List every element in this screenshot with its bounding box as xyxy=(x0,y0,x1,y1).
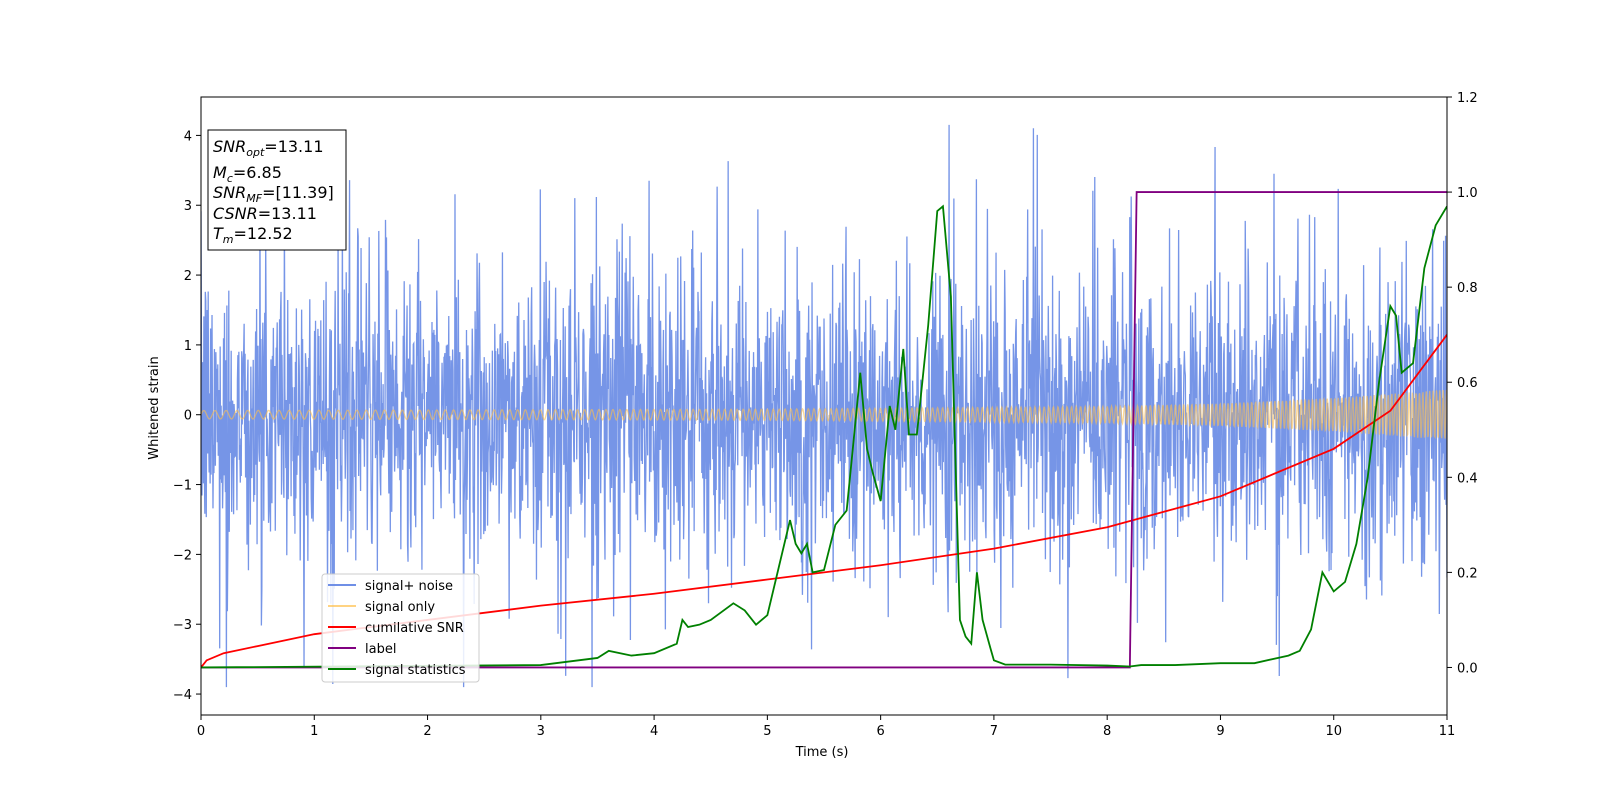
y-right-tick-label: 0.4 xyxy=(1457,471,1478,486)
y-right-tick-label: 0.0 xyxy=(1457,661,1478,676)
x-tick-label: 10 xyxy=(1325,724,1342,739)
annotation-tm-base: T xyxy=(213,224,224,243)
x-tick-label: 1 xyxy=(310,724,318,739)
annotation-snr-mf-value: =[11.39] xyxy=(262,183,334,202)
series-cumulative-snr-line xyxy=(201,334,1447,669)
y-right-tick-label: 0.2 xyxy=(1457,566,1478,581)
y-tick-label: −2 xyxy=(173,548,192,563)
annotation-csnr: CSNR=13.11 xyxy=(213,204,317,223)
y-tick-label: −1 xyxy=(173,479,192,494)
x-tick-label: 7 xyxy=(990,724,998,739)
annotation-mc-base: M xyxy=(213,163,227,182)
series-signal-only-line xyxy=(201,389,1447,440)
legend-frame xyxy=(321,573,480,683)
x-tick-label: 8 xyxy=(1103,724,1111,739)
axes-frame xyxy=(200,96,1448,716)
x-tick-label: 9 xyxy=(1216,724,1224,739)
x-tick-label: 3 xyxy=(537,724,545,739)
y-tick-label: 2 xyxy=(184,269,192,284)
y-right-tick-label: 0.6 xyxy=(1457,376,1478,391)
x-tick-label: 5 xyxy=(763,724,771,739)
y-right-tick-label: 0.8 xyxy=(1457,281,1478,296)
y-axis-label: Whitened strain xyxy=(147,356,162,459)
x-tick-label: 2 xyxy=(423,724,431,739)
annotation-mc: Mc=6.85 xyxy=(213,163,282,185)
x-tick-label: 0 xyxy=(197,724,205,739)
y-tick-label: 3 xyxy=(184,199,192,214)
annotation-box: SNRopt=13.11 Mc=6.85 SNRMF=[11.39] CSNR=… xyxy=(207,129,347,251)
legend-label-label: label xyxy=(365,642,396,657)
annotation-csnr-value: =13.11 xyxy=(258,204,317,223)
axes: 0 1 2 3 4 5 6 7 8 9 10 1143210−1−2−3−41.21.00.80.60… xyxy=(173,91,1478,739)
plot-content xyxy=(201,124,1447,688)
y-right-tick-label: 1.0 xyxy=(1457,186,1478,201)
annotation-snr-opt: SNRopt=13.11 xyxy=(213,137,324,159)
annotation-snr-opt-base: SNR xyxy=(213,137,246,156)
annotation-mc-sub: c xyxy=(227,172,233,185)
y-right-tick-label: 1.2 xyxy=(1457,91,1478,106)
y-tick-label: 1 xyxy=(184,339,192,354)
annotation-snr-mf-sub: MF xyxy=(246,192,262,205)
x-tick-label: 4 xyxy=(650,724,658,739)
annotation-tm: Tm=12.52 xyxy=(213,224,293,246)
plot-area xyxy=(201,124,1447,688)
y-tick-label: 0 xyxy=(184,409,192,424)
annotation-tm-sub: m xyxy=(223,233,234,246)
legend-label-cumulative-snr: cumilative SNR xyxy=(365,621,464,636)
annotation-snr-mf: SNRMF=[11.39] xyxy=(213,183,334,205)
series-signal-noise-line xyxy=(201,124,1447,688)
series-label-line xyxy=(201,191,1447,669)
x-axis-label: Time (s) xyxy=(795,745,849,760)
y-tick-label: −3 xyxy=(173,618,192,633)
legend-label-signal-statistics: signal statistics xyxy=(365,663,466,678)
legend-label-signal-only: signal only xyxy=(365,600,435,615)
annotation-tm-value: =12.52 xyxy=(234,224,293,243)
legend: signal+ noise signal only cumilative SNR… xyxy=(321,573,480,683)
annotation-snr-opt-value: =13.11 xyxy=(264,137,323,156)
y-tick-label: −4 xyxy=(173,688,192,703)
legend-label-signal-noise: signal+ noise xyxy=(365,579,453,594)
y-tick-label: 4 xyxy=(184,129,192,144)
annotation-frame xyxy=(207,129,347,251)
series-signal-statistics-line xyxy=(201,204,1447,669)
annotation-snr-mf-base: SNR xyxy=(213,183,246,202)
annotation-csnr-base: CSNR xyxy=(213,204,258,223)
x-tick-label: 6 xyxy=(876,724,884,739)
annotation-mc-value: =6.85 xyxy=(233,163,282,182)
x-tick-label: 11 xyxy=(1439,724,1456,739)
annotation-snr-opt-sub: opt xyxy=(246,146,265,159)
